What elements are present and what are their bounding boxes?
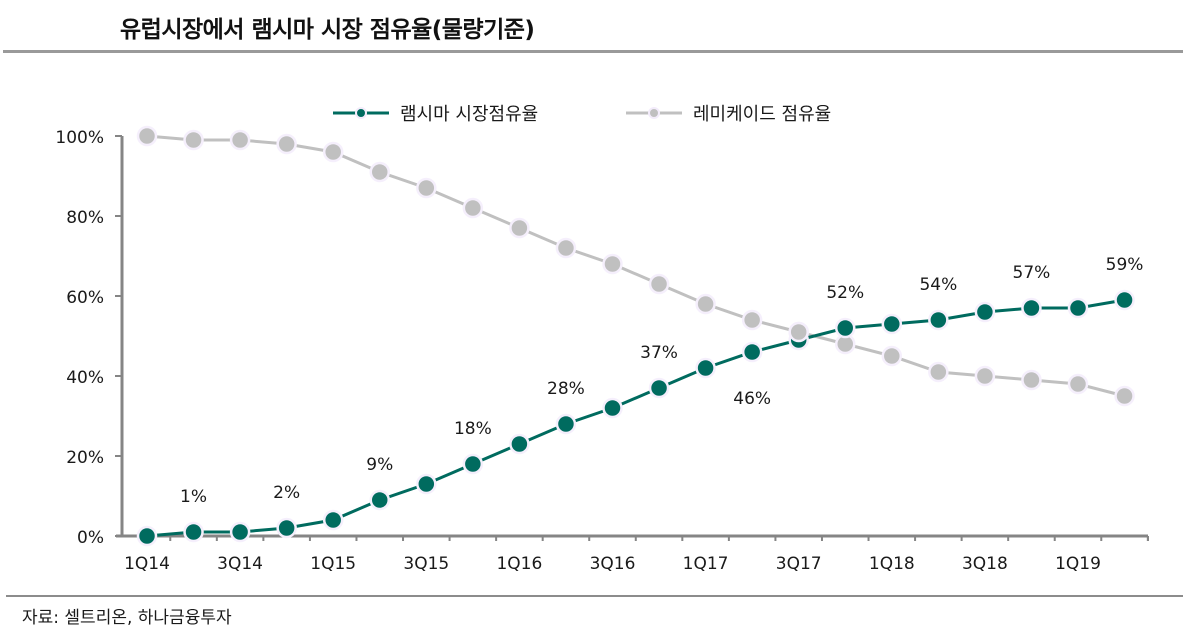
x-tick-label: 3Q16 [590, 554, 636, 574]
data-point [369, 489, 390, 511]
data-point [322, 509, 344, 531]
data-point [928, 361, 949, 383]
legend: 램시마 시장점유율 레미케이드 점유율 [333, 104, 831, 125]
data-label: 9% [366, 455, 393, 475]
data-point [695, 357, 716, 379]
data-point [741, 341, 763, 363]
x-tick-label: 3Q18 [962, 554, 1008, 574]
data-point [928, 309, 949, 331]
series-line [146, 298, 1125, 538]
legend-item: 레미케이드 점유율 [626, 104, 831, 125]
data-label: 37% [640, 343, 678, 363]
x-tick-label: 1Q19 [1055, 554, 1101, 574]
y-tick-label: 0% [77, 528, 104, 548]
legend-label: 램시마 시장점유율 [400, 104, 538, 125]
data-point [322, 141, 344, 163]
series-layer [136, 125, 1135, 547]
data-label: 54% [919, 275, 957, 295]
data-point [555, 237, 577, 259]
data-point [416, 473, 437, 495]
data-point [136, 125, 158, 147]
x-tick-label: 1Q15 [310, 554, 356, 574]
data-point [369, 161, 390, 183]
x-tick-label: 3Q17 [776, 554, 822, 574]
data-point [788, 321, 809, 343]
data-point [416, 177, 437, 199]
legend-label: 레미케이드 점유율 [693, 104, 831, 125]
data-point [602, 397, 623, 419]
data-point [974, 365, 996, 387]
x-tick-label: 1Q17 [683, 554, 729, 574]
source-note: 자료: 셀트리온, 하나금융투자 [22, 608, 232, 628]
x-tick-label: 1Q16 [496, 554, 542, 574]
series-remsima [136, 289, 1135, 547]
data-label: 18% [454, 419, 492, 439]
data-point [1114, 385, 1135, 407]
data-label: 46% [733, 389, 771, 409]
data-label: 1% [180, 487, 207, 507]
y-tick-label: 20% [66, 448, 104, 468]
legend-marker-icon [648, 107, 660, 119]
y-tick-label: 60% [66, 288, 104, 308]
data-point [1114, 289, 1135, 311]
data-label: 52% [826, 283, 864, 303]
title-divider [3, 50, 1183, 53]
data-label: 2% [273, 483, 300, 503]
data-point [974, 301, 996, 323]
data-point [183, 521, 204, 543]
chart-title: 유럽시장에서 램시마 시장 점유율(물량기준) [120, 17, 535, 43]
data-point [229, 129, 251, 151]
data-point [881, 313, 903, 335]
data-point [695, 293, 716, 315]
data-point [462, 197, 484, 219]
data-point [648, 273, 670, 295]
data-point [509, 217, 530, 239]
data-point [881, 345, 903, 367]
line-chart: 0% 20% 40% 60% 80% 100% 1Q14 3Q14 1Q15 3Q15 1Q16 3Q… [55, 104, 1149, 574]
x-tick-label: 3Q15 [403, 554, 449, 574]
data-point [1067, 297, 1089, 319]
data-point [835, 317, 856, 339]
data-point [741, 309, 763, 331]
data-point [1021, 369, 1042, 391]
x-tick-label: 3Q14 [217, 554, 263, 574]
data-labels: 1% 2% 9% 18% 28% 37% 46% 52% 54% 57% 59% [180, 255, 1143, 507]
data-point [1067, 373, 1089, 395]
data-point [1021, 297, 1042, 319]
y-tick-label: 40% [66, 368, 104, 388]
series-line [146, 134, 1125, 398]
data-label: 57% [1013, 263, 1051, 283]
data-point [276, 517, 297, 539]
x-tick-label: 1Q18 [869, 554, 915, 574]
data-point [555, 413, 577, 435]
footer-divider [6, 595, 1183, 597]
y-tick-label: 100% [55, 128, 104, 148]
axes: 0% 20% 40% 60% 80% 100% 1Q14 3Q14 1Q15 3Q15 1Q16 3Q… [55, 128, 1149, 574]
data-point [136, 525, 158, 547]
data-point [462, 453, 484, 475]
x-tick-label: 1Q14 [124, 554, 170, 574]
data-point [648, 377, 670, 399]
y-tick-label: 80% [66, 208, 104, 228]
data-point [276, 133, 297, 155]
data-label: 59% [1106, 255, 1144, 275]
data-point [183, 129, 204, 151]
data-label: 28% [547, 379, 585, 399]
legend-item: 램시마 시장점유율 [333, 104, 538, 125]
data-point [509, 433, 530, 455]
legend-marker-icon [355, 107, 367, 119]
series-remicade [136, 125, 1135, 407]
data-point [602, 253, 623, 275]
data-point [229, 521, 251, 543]
